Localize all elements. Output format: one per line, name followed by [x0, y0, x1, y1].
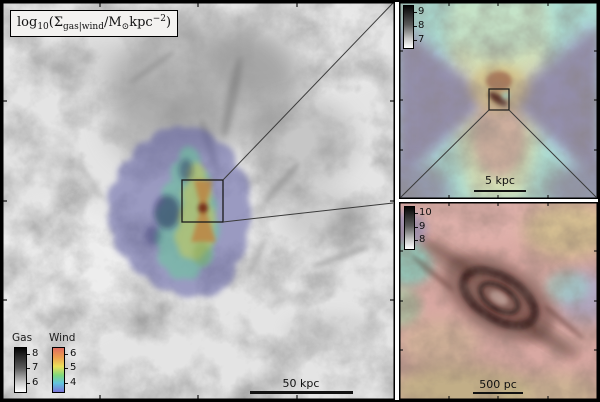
inset-500pc-colorbar-dash [415, 227, 418, 229]
wind-overlay [107, 125, 252, 298]
scale-bar-label-50kpc: 50 kpc [282, 377, 320, 390]
scale-bar-label-5kpc: 5 kpc [485, 174, 515, 187]
zoom-connector-line-top [222, 2, 394, 181]
zoom-box-5kpc [488, 88, 510, 111]
main-gas-map-panel: log10(Σgas|wind/M⊙kpc−2) Gas 8 7 6 Wind … [2, 2, 395, 400]
inset-500pc-colorbar-dash [415, 213, 418, 215]
zoom-connector-line-left [400, 109, 490, 198]
wind-colorbar-tick: 6 [70, 348, 77, 359]
inset-500pc-panel: 10 9 8 500 pc [399, 202, 598, 400]
gas-colorbar-tick: 6 [32, 377, 39, 388]
inset-5kpc-colorbar-dash [414, 40, 417, 42]
wind-colorbar-dash [65, 354, 68, 356]
inset-500pc-colorbar-tick: 10 [419, 207, 432, 218]
scale-bar-label-500pc: 500 pc [479, 378, 517, 391]
inset-500pc-colorbar-dash [415, 240, 418, 242]
gas-colorbar-tick: 7 [32, 362, 39, 373]
inset-500pc-colorbar-tick: 8 [419, 234, 426, 245]
inset-5kpc-panel: 9 8 7 5 kpc [399, 2, 598, 199]
gas-colorbar-tick: 8 [32, 348, 39, 359]
scale-bar-line-500pc [473, 392, 523, 395]
zoom-connector-line-bottom [222, 202, 394, 223]
wind-colorbar-tick: 4 [70, 377, 77, 388]
panel-frame [399, 202, 598, 400]
wind-zoom-map [399, 2, 598, 199]
gas-density-map [2, 2, 395, 400]
inset-5kpc-colorbar-dash [414, 26, 417, 28]
inset-500pc-colorbar-tick: 9 [419, 221, 426, 232]
zoom-connector-line-right [508, 109, 597, 198]
gas-colorbar-dash [27, 368, 30, 370]
panel-frame [399, 2, 598, 199]
panel-frame [2, 2, 395, 400]
gas-colorbar-dash [27, 383, 30, 385]
scale-bar-line-5kpc [474, 190, 526, 193]
inset-noise-texture [399, 202, 598, 400]
inset-5kpc-colorbar-tick: 8 [418, 20, 425, 31]
inset-5kpc-colorbar-tick: 9 [418, 6, 425, 17]
zoom-region-indicator-5kpc [400, 88, 597, 198]
wind-colorbar-dash [65, 383, 68, 385]
gas-colorbar-dash [27, 354, 30, 356]
zoom-region-indicator [181, 2, 394, 223]
scale-bar-line-50kpc [250, 391, 353, 394]
wind-colorbar-tick: 5 [70, 362, 77, 373]
galaxy-zoom-map [399, 202, 598, 400]
inset-5kpc-colorbar-tick: 7 [418, 34, 425, 45]
wind-colorbar-dash [65, 368, 68, 370]
zoom-box [181, 179, 224, 223]
inset-5kpc-colorbar-dash [414, 12, 417, 14]
